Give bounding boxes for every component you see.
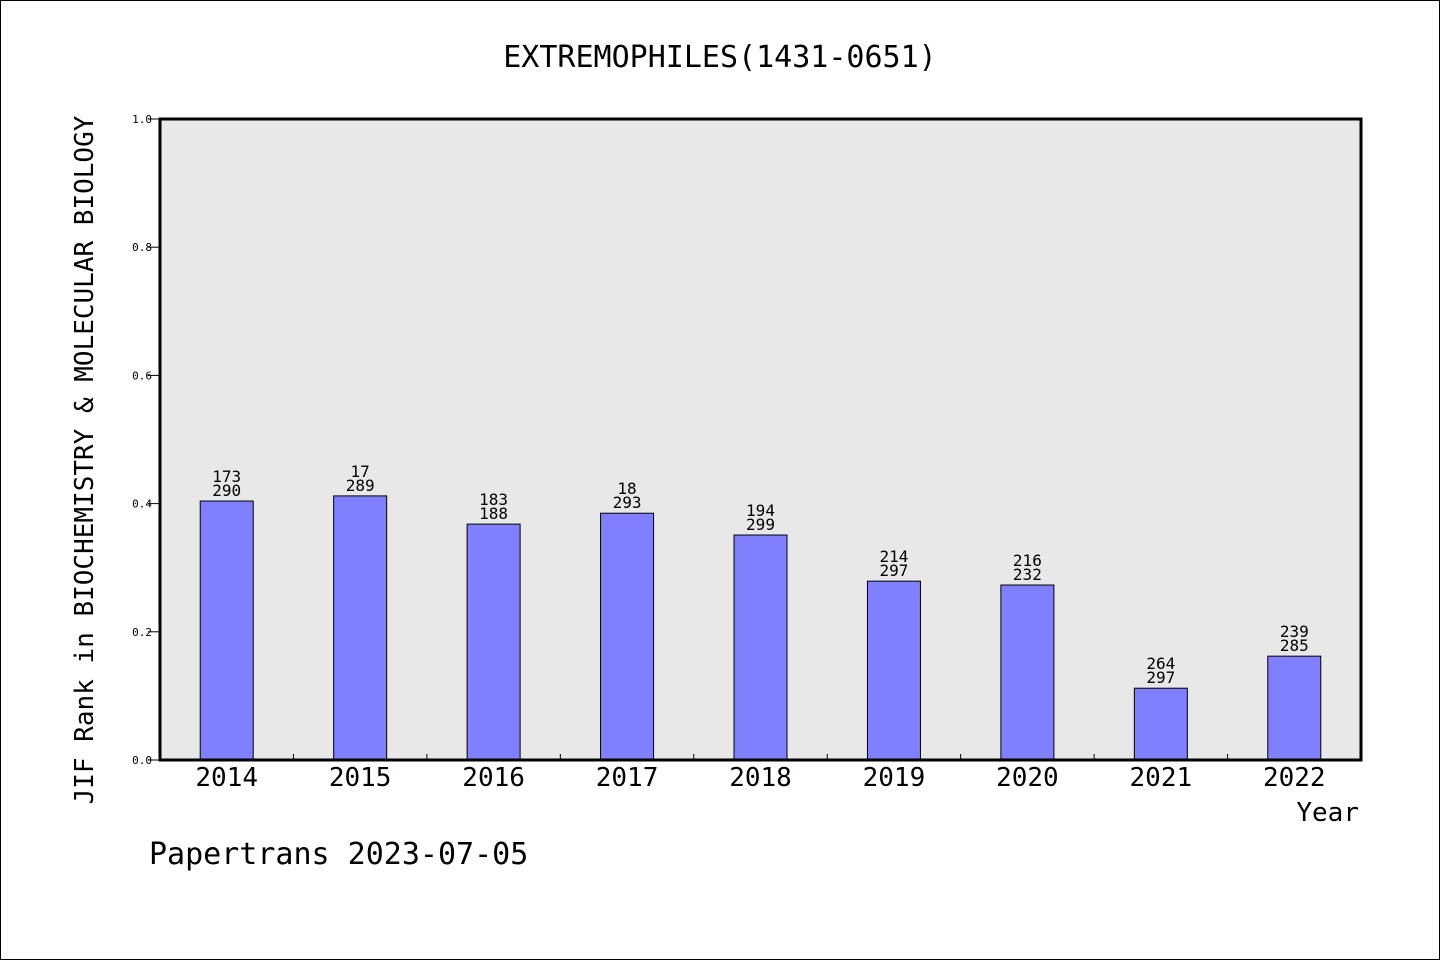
bar-2021 (1133, 687, 1188, 761)
bar-label-top: 183 (479, 490, 508, 509)
bar-2016 (466, 523, 521, 761)
x-tick-label: 2014 (195, 763, 258, 793)
bar-2020 (1000, 584, 1055, 761)
y-tick-label: 0.2 (132, 626, 152, 639)
bar-2017 (600, 512, 655, 761)
chart-title: EXTREMOPHILES(1431-0651) (503, 40, 936, 75)
bar-label-top: 239 (1280, 622, 1309, 641)
bar-label-bottom: 293 (613, 493, 642, 512)
bar-2018 (733, 534, 788, 761)
x-tick-label: 2021 (1130, 763, 1193, 793)
bar-label-top: 264 (1146, 654, 1175, 673)
plot-border (158, 117, 1363, 762)
x-tick-label: 2020 (996, 763, 1059, 793)
y-axis-label: JIF Rank in BIOCHEMISTRY & MOLECULAR BIO… (70, 115, 100, 804)
x-tick-label: 2017 (596, 763, 659, 793)
x-tick-label: 2015 (329, 763, 392, 793)
bar-label-bottom: 297 (879, 561, 908, 580)
x-tick-label: 2018 (729, 763, 792, 793)
bar-label-bottom: 188 (479, 504, 508, 523)
bar-label-bottom: 290 (212, 481, 241, 500)
bar-label-top: 216 (1013, 551, 1042, 570)
y-tick-label: 0.0 (132, 754, 152, 767)
y-tick-label: 0.4 (132, 498, 152, 511)
y-axis: 0.0 0.2 0.4 0.6 0.8 1.0 (132, 113, 160, 767)
x-axis-label: Year (1296, 798, 1359, 828)
x-axis: 2014 2015 2016 2017 2018 2019 2020 2021 2022 (195, 754, 1326, 793)
bar-label-bottom: 289 (346, 476, 375, 495)
bar-label-top: 194 (746, 501, 775, 520)
bar-label-top: 173 (212, 467, 241, 486)
bar-2022 (1267, 655, 1322, 761)
bar-label-top: 18 (617, 479, 636, 498)
y-tick-label: 0.6 (132, 369, 152, 382)
bar-label-bottom: 297 (1146, 668, 1175, 687)
bar-label-top: 17 (351, 462, 370, 481)
bar-2015 (333, 495, 388, 761)
bar-label-bottom: 285 (1280, 636, 1309, 655)
bar-label-bottom: 232 (1013, 565, 1042, 584)
y-tick-label: 0.8 (132, 241, 152, 254)
bar-label-top: 214 (879, 547, 908, 566)
footer-text: Papertrans 2023-07-05 (149, 837, 528, 872)
y-tick-label: 1.0 (132, 113, 152, 126)
bar-2014 (199, 500, 254, 761)
x-tick-label: 2019 (863, 763, 926, 793)
bar-label-bottom: 299 (746, 515, 775, 534)
x-tick-label: 2016 (462, 763, 525, 793)
bar-2019 (866, 580, 921, 761)
x-tick-label: 2022 (1263, 763, 1326, 793)
